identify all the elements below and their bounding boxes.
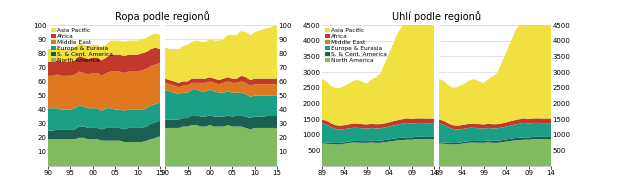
Legend: Asia Pacific, Africa, Middle East, Europe & Eurasia, S. & Cent. America, North A: Asia Pacific, Africa, Middle East, Europ… — [325, 28, 387, 63]
Text: Uhlí podle regionů: Uhlí podle regionů — [392, 12, 481, 23]
Text: Ropa podle regionů: Ropa podle regionů — [115, 12, 210, 23]
Legend: Asia Pacific, Africa, Middle East, Europe & Eurasia, S. & Cent. America, North A: Asia Pacific, Africa, Middle East, Europ… — [51, 28, 113, 63]
